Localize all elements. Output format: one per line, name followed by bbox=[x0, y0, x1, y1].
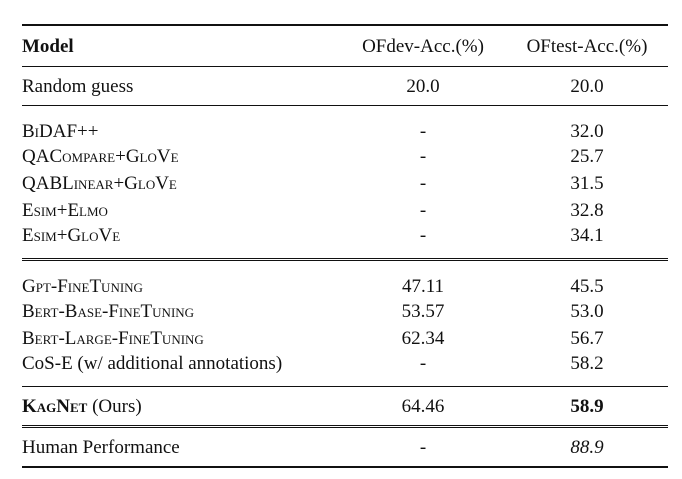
column-header-dev-acc: OFdev-Acc.(%) bbox=[362, 35, 484, 57]
results-table: Model OFdev-Acc.(%) OFtest-Acc.(%) Rando… bbox=[22, 24, 668, 468]
dev-acc: 64.46 bbox=[401, 395, 445, 417]
dev-acc: - bbox=[419, 121, 427, 142]
test-acc: 45.5 bbox=[570, 276, 604, 297]
test-acc: 25.7 bbox=[570, 146, 604, 167]
model-name: Random guess bbox=[22, 75, 134, 97]
table-row: Esim+Elmo - 32.8 bbox=[22, 197, 668, 224]
test-acc: 58.2 bbox=[570, 353, 604, 374]
dev-acc: 62.34 bbox=[401, 328, 445, 349]
dev-acc: - bbox=[419, 146, 427, 167]
model-name: QACompare+GloVe bbox=[22, 146, 179, 167]
model-name: Esim+GloVe bbox=[22, 225, 121, 246]
test-acc: 88.9 bbox=[570, 436, 604, 458]
dev-acc: - bbox=[419, 200, 427, 221]
test-acc: 53.0 bbox=[570, 301, 604, 322]
table-row: QACompare+GloVe - 25.7 bbox=[22, 143, 668, 170]
dev-acc: - bbox=[419, 436, 427, 458]
column-header-model: Model bbox=[22, 35, 74, 57]
model-name: QABLinear+GloVe bbox=[22, 173, 177, 194]
results-table-container: Model OFdev-Acc.(%) OFtest-Acc.(%) Rando… bbox=[22, 24, 668, 468]
table-row: CoS-E (w/ additional annotations) - 58.2 bbox=[22, 352, 668, 387]
dev-acc: - bbox=[419, 173, 427, 194]
model-name: KagNet (Ours) bbox=[22, 387, 340, 427]
dev-acc: 20.0 bbox=[406, 75, 440, 97]
dev-acc: - bbox=[419, 353, 427, 374]
table-row: Bert-Large-FineTuning 62.34 56.7 bbox=[22, 325, 668, 352]
table-row: Bert-Base-FineTuning 53.57 53.0 bbox=[22, 298, 668, 325]
test-acc: 32.8 bbox=[570, 200, 604, 221]
table-row: QABLinear+GloVe - 31.5 bbox=[22, 170, 668, 197]
table-row: Esim+GloVe - 34.1 bbox=[22, 224, 668, 260]
test-acc: 56.7 bbox=[570, 328, 604, 349]
table-row: Human Performance - 88.9 bbox=[22, 426, 668, 467]
model-name: Bert-Large-FineTuning bbox=[22, 328, 204, 349]
table-header-row: Model OFdev-Acc.(%) OFtest-Acc.(%) bbox=[22, 25, 668, 67]
model-name: CoS-E (w/ additional annotations) bbox=[22, 353, 283, 374]
table-row: Gpt-FineTuning 47.11 45.5 bbox=[22, 259, 668, 299]
column-header-test-acc: OFtest-Acc.(%) bbox=[526, 35, 648, 57]
dev-acc: 53.57 bbox=[401, 301, 445, 322]
model-name: Bert-Base-FineTuning bbox=[22, 301, 195, 322]
test-acc: 32.0 bbox=[570, 121, 604, 142]
dev-acc: 47.11 bbox=[401, 276, 445, 297]
test-acc: 20.0 bbox=[570, 75, 604, 97]
test-acc: 58.9 bbox=[570, 395, 604, 417]
test-acc: 31.5 bbox=[570, 173, 604, 194]
model-name: BiDAF++ bbox=[22, 121, 99, 142]
model-name: Gpt-FineTuning bbox=[22, 276, 143, 297]
model-name: Human Performance bbox=[22, 436, 180, 458]
model-name-suffix: (Ours) bbox=[87, 395, 142, 417]
model-name-main: KagNet bbox=[22, 395, 88, 417]
table-row: Random guess 20.0 20.0 bbox=[22, 66, 668, 106]
table-row: BiDAF++ - 32.0 bbox=[22, 105, 668, 144]
test-acc: 34.1 bbox=[570, 225, 604, 246]
dev-acc: - bbox=[419, 225, 427, 246]
model-name: Esim+Elmo bbox=[22, 200, 108, 221]
table-row: KagNet (Ours) 64.46 58.9 bbox=[22, 386, 668, 427]
